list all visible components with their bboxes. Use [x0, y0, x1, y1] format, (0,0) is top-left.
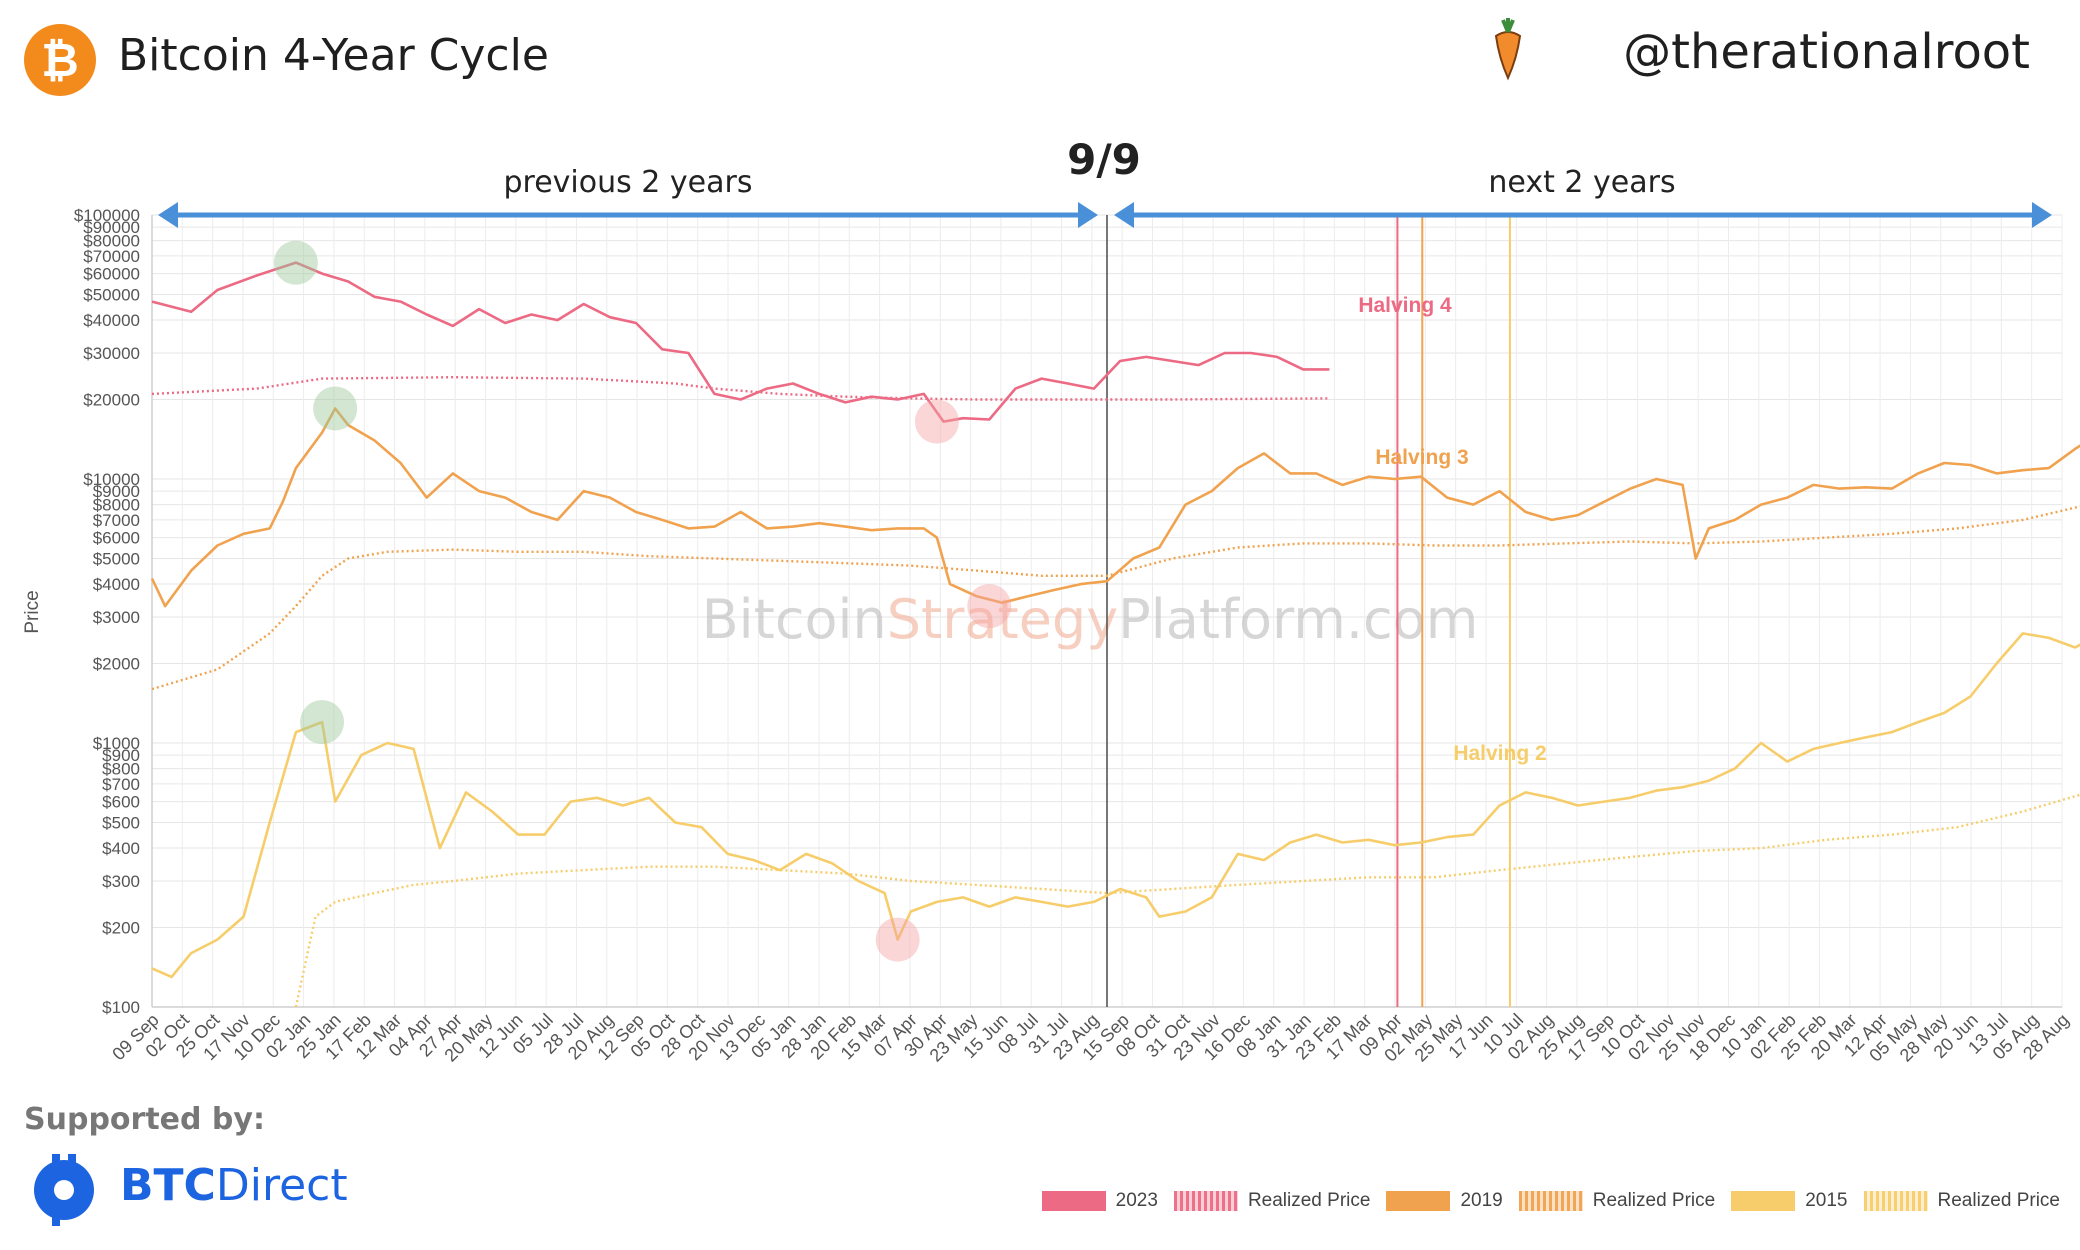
arrow-head-left — [1114, 202, 1134, 228]
y-tick-label: $200 — [102, 919, 140, 938]
supported-by-label: Supported by: — [24, 1102, 265, 1137]
legend-label: 2015 — [1805, 1190, 1848, 1211]
y-tick-label: $3000 — [93, 608, 140, 627]
y-tick-label: $6000 — [93, 529, 140, 548]
y-tick-label: $9000 — [93, 482, 140, 501]
y-tick-label: $60000 — [83, 265, 140, 284]
legend-label: 2023 — [1115, 1190, 1158, 1211]
price-line — [151, 261, 1330, 423]
watermark: BitcoinStrategyPlatform.com — [702, 588, 1479, 651]
legend-swatch — [1518, 1191, 1583, 1211]
y-tick-label: $90000 — [83, 218, 140, 237]
y-tick-label: $80000 — [83, 232, 140, 251]
arrow-head-right — [2032, 202, 2052, 228]
y-tick-label: $800 — [102, 760, 140, 779]
y-tick-label: $600 — [102, 793, 140, 812]
legend-swatch — [1173, 1191, 1238, 1211]
next-years-label: next 2 years — [1488, 165, 1675, 200]
legend-label: Realized Price — [1247, 1190, 1371, 1211]
chart-legend: 2023 Realized Price 2019 Realized Price 2015… — [1041, 1190, 2061, 1212]
watermark-part: Bitcoin — [702, 588, 887, 651]
bitcoin-logo-icon: ₿ — [24, 24, 96, 96]
legend-item[interactable]: Realized Price — [1863, 1190, 2061, 1212]
legend-label: 2019 — [1460, 1190, 1503, 1211]
cycle-top-marker — [313, 386, 358, 431]
y-tick-label: $5000 — [93, 549, 140, 568]
legend-item[interactable]: Realized Price — [1518, 1190, 1716, 1212]
legend-swatch — [1731, 1191, 1796, 1211]
y-tick-label: $40000 — [83, 311, 140, 330]
legend-swatch — [1386, 1191, 1451, 1211]
y-axis-title: Price — [22, 590, 43, 633]
y-tick-label: $900 — [102, 746, 140, 765]
halving-label: Halving 4 — [1358, 294, 1452, 317]
author-handle: @therationalroot — [1623, 24, 2030, 80]
y-tick-label: $4000 — [93, 575, 140, 594]
price-line — [151, 632, 2080, 979]
y-tick-label: $2000 — [93, 655, 140, 674]
legend-label: Realized Price — [1592, 1190, 1716, 1211]
halving-label: Halving 2 — [1453, 742, 1546, 765]
y-tick-label: $1000 — [93, 734, 140, 753]
watermark-part: Platform.com — [1118, 588, 1478, 651]
cycle-top-marker — [273, 240, 318, 285]
carrot-icon — [1494, 18, 1522, 81]
price-line — [150, 407, 2080, 608]
legend-item[interactable]: 2015 — [1731, 1190, 1848, 1212]
realized-price-line — [151, 376, 1330, 401]
y-tick-label: $10000 — [83, 470, 140, 489]
legend-item[interactable]: Realized Price — [1173, 1190, 1371, 1212]
arrow-head-left — [158, 202, 178, 228]
arrow-head-right — [1078, 202, 1098, 228]
realized-price-line — [294, 793, 2080, 1008]
y-tick-label: $300 — [102, 872, 140, 891]
btc-direct-brand: BTCDirect — [120, 1160, 348, 1211]
cycle-bottom-marker — [914, 399, 959, 444]
y-tick-label: $50000 — [83, 285, 140, 304]
y-tick-label: $100 — [102, 998, 140, 1017]
btc-direct-brand-bold: BTC — [120, 1160, 216, 1211]
y-tick-label: $20000 — [83, 391, 140, 410]
legend-label: Realized Price — [1937, 1190, 2061, 1211]
legend-swatch — [1041, 1191, 1106, 1211]
cycle-bottom-marker — [875, 917, 920, 962]
y-tick-label: $70000 — [83, 247, 140, 266]
y-tick-label: $700 — [102, 775, 140, 794]
halving-label: Halving 3 — [1375, 446, 1468, 469]
center-date-label: 9/9 — [1067, 135, 1141, 184]
header: ₿ Bitcoin 4-Year Cycle @therationalroot — [0, 0, 2080, 120]
btc-direct-logo-icon — [34, 1154, 94, 1226]
y-tick-label: $500 — [102, 813, 140, 832]
legend-item[interactable]: 2019 — [1386, 1190, 1503, 1212]
legend-swatch — [1863, 1191, 1928, 1211]
y-tick-label: $100000 — [74, 206, 140, 225]
page-title: Bitcoin 4-Year Cycle — [118, 30, 549, 81]
cycle-chart: $100000$90000$80000$70000$60000$50000 $40… — [22, 135, 2080, 1066]
btc-direct-brand-rest: Direct — [215, 1160, 348, 1211]
cycle-top-marker — [300, 700, 345, 745]
cycle-bottom-marker — [967, 584, 1012, 629]
watermark-part: Strategy — [887, 588, 1118, 651]
y-tick-label: $400 — [102, 839, 140, 858]
legend-item[interactable]: 2023 — [1041, 1190, 1158, 1212]
y-tick-label: $30000 — [83, 344, 140, 363]
y-tick-label: $7000 — [93, 511, 140, 530]
previous-years-label: previous 2 years — [504, 165, 753, 200]
y-tick-label: $8000 — [93, 496, 140, 515]
realized-price-line — [151, 505, 2080, 691]
